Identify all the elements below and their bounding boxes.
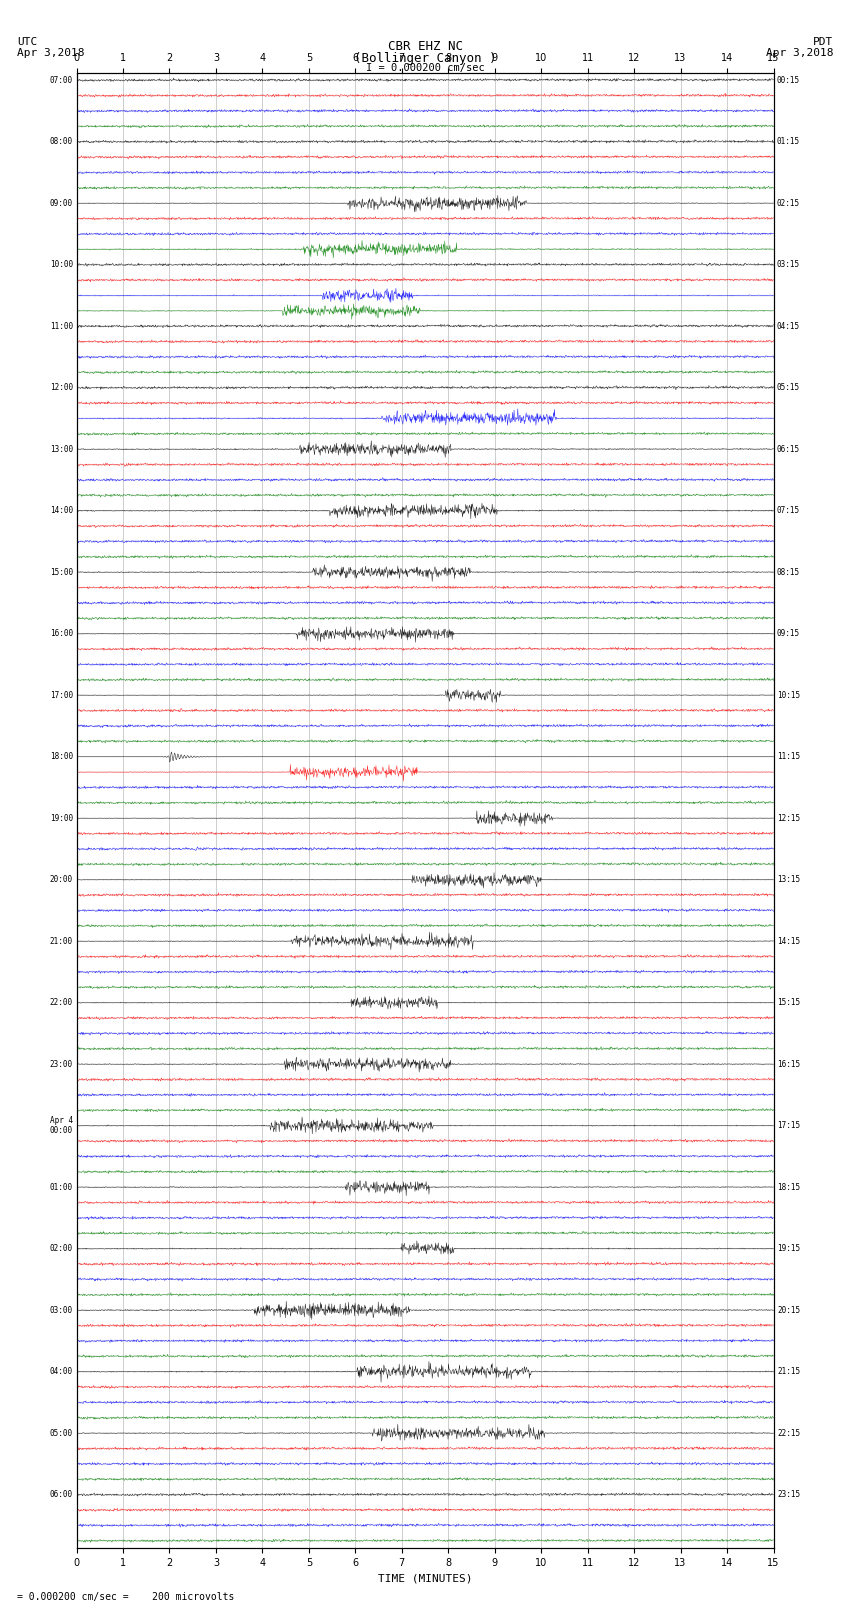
Text: 21:15: 21:15 bbox=[777, 1368, 800, 1376]
Text: I = 0.000200 cm/sec: I = 0.000200 cm/sec bbox=[366, 63, 484, 73]
Text: 17:00: 17:00 bbox=[50, 690, 73, 700]
Text: 08:15: 08:15 bbox=[777, 568, 800, 577]
Text: 16:00: 16:00 bbox=[50, 629, 73, 639]
Text: 15:00: 15:00 bbox=[50, 568, 73, 577]
Text: 20:00: 20:00 bbox=[50, 876, 73, 884]
Text: 03:15: 03:15 bbox=[777, 260, 800, 269]
Text: 13:15: 13:15 bbox=[777, 876, 800, 884]
Text: 08:00: 08:00 bbox=[50, 137, 73, 147]
Text: 19:00: 19:00 bbox=[50, 813, 73, 823]
Text: UTC: UTC bbox=[17, 37, 37, 47]
Text: 02:00: 02:00 bbox=[50, 1244, 73, 1253]
Text: CBR EHZ NC: CBR EHZ NC bbox=[388, 40, 462, 53]
Text: 13:00: 13:00 bbox=[50, 445, 73, 453]
Text: 07:00: 07:00 bbox=[50, 76, 73, 85]
Text: 23:00: 23:00 bbox=[50, 1060, 73, 1069]
Text: 12:15: 12:15 bbox=[777, 813, 800, 823]
Text: 02:15: 02:15 bbox=[777, 198, 800, 208]
Text: 06:00: 06:00 bbox=[50, 1490, 73, 1498]
Text: 16:15: 16:15 bbox=[777, 1060, 800, 1069]
Text: 18:15: 18:15 bbox=[777, 1182, 800, 1192]
Text: 01:15: 01:15 bbox=[777, 137, 800, 147]
Text: 11:15: 11:15 bbox=[777, 752, 800, 761]
Text: 20:15: 20:15 bbox=[777, 1305, 800, 1315]
Text: 09:00: 09:00 bbox=[50, 198, 73, 208]
Text: Apr 4
00:00: Apr 4 00:00 bbox=[50, 1116, 73, 1136]
X-axis label: TIME (MINUTES): TIME (MINUTES) bbox=[377, 1574, 473, 1584]
Text: 22:00: 22:00 bbox=[50, 998, 73, 1007]
Text: 11:00: 11:00 bbox=[50, 321, 73, 331]
Text: 10:15: 10:15 bbox=[777, 690, 800, 700]
Text: 07:15: 07:15 bbox=[777, 506, 800, 515]
Text: PDT: PDT bbox=[813, 37, 833, 47]
Text: 22:15: 22:15 bbox=[777, 1429, 800, 1437]
Text: 05:00: 05:00 bbox=[50, 1429, 73, 1437]
Text: 21:00: 21:00 bbox=[50, 937, 73, 945]
Text: 10:00: 10:00 bbox=[50, 260, 73, 269]
Text: (Bollinger Canyon ): (Bollinger Canyon ) bbox=[354, 52, 496, 65]
Text: 14:00: 14:00 bbox=[50, 506, 73, 515]
Text: 00:15: 00:15 bbox=[777, 76, 800, 85]
Text: 23:15: 23:15 bbox=[777, 1490, 800, 1498]
Text: 14:15: 14:15 bbox=[777, 937, 800, 945]
Text: 06:15: 06:15 bbox=[777, 445, 800, 453]
Text: 03:00: 03:00 bbox=[50, 1305, 73, 1315]
Text: 12:00: 12:00 bbox=[50, 384, 73, 392]
Text: 04:00: 04:00 bbox=[50, 1368, 73, 1376]
Text: 15:15: 15:15 bbox=[777, 998, 800, 1007]
Text: 18:00: 18:00 bbox=[50, 752, 73, 761]
Text: 05:15: 05:15 bbox=[777, 384, 800, 392]
Text: = 0.000200 cm/sec =    200 microvolts: = 0.000200 cm/sec = 200 microvolts bbox=[17, 1592, 235, 1602]
Text: 09:15: 09:15 bbox=[777, 629, 800, 639]
Text: 17:15: 17:15 bbox=[777, 1121, 800, 1131]
Text: 19:15: 19:15 bbox=[777, 1244, 800, 1253]
Text: 01:00: 01:00 bbox=[50, 1182, 73, 1192]
Text: 04:15: 04:15 bbox=[777, 321, 800, 331]
Text: Apr 3,2018: Apr 3,2018 bbox=[17, 48, 84, 58]
Text: Apr 3,2018: Apr 3,2018 bbox=[766, 48, 833, 58]
